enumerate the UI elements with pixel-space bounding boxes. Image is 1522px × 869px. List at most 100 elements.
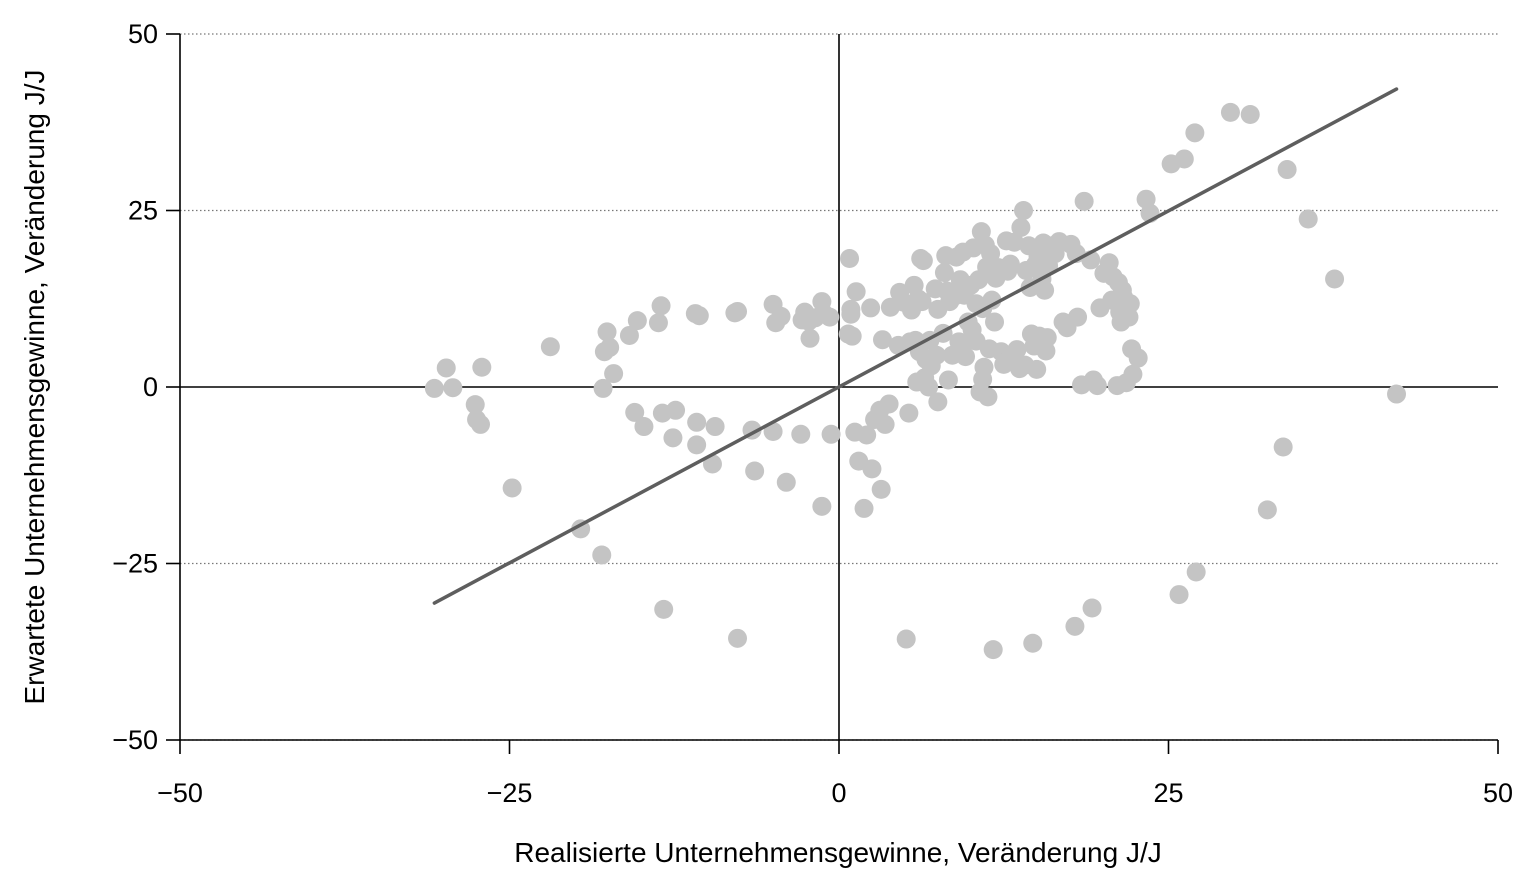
data-point bbox=[687, 435, 707, 455]
data-point bbox=[1298, 209, 1318, 229]
data-point bbox=[927, 345, 947, 365]
data-point bbox=[1065, 616, 1085, 636]
data-point bbox=[600, 337, 620, 357]
data-point bbox=[800, 328, 820, 348]
data-point bbox=[820, 307, 840, 327]
data-point bbox=[854, 498, 874, 518]
data-point bbox=[862, 459, 882, 479]
x-tick-labels: −50 −25 0 25 50 bbox=[157, 778, 1513, 808]
data-point bbox=[424, 378, 444, 398]
data-point bbox=[1186, 562, 1206, 582]
data-point bbox=[1023, 633, 1043, 653]
data-point bbox=[1174, 149, 1194, 169]
data-point bbox=[625, 402, 645, 422]
x-tick-label: 0 bbox=[831, 778, 846, 808]
data-point bbox=[899, 403, 919, 423]
data-point bbox=[502, 478, 522, 498]
data-point bbox=[597, 322, 617, 342]
data-point bbox=[928, 392, 948, 412]
data-point bbox=[592, 545, 612, 565]
y-axis-label: Erwartete Unternehmensgewinne, Veränderu… bbox=[19, 69, 50, 704]
data-point bbox=[985, 312, 1005, 332]
data-point bbox=[1185, 123, 1205, 143]
data-point bbox=[1273, 437, 1293, 457]
data-point bbox=[1011, 217, 1031, 237]
x-tick-label: −25 bbox=[487, 778, 533, 808]
data-point bbox=[593, 378, 613, 398]
data-point bbox=[443, 378, 463, 398]
fit-line bbox=[432, 87, 1399, 605]
y-tick-label: 50 bbox=[128, 19, 158, 49]
data-point bbox=[663, 428, 683, 448]
data-point bbox=[471, 414, 491, 434]
data-point bbox=[974, 357, 994, 377]
data-points bbox=[424, 102, 1407, 660]
data-point bbox=[1068, 307, 1088, 327]
y-tick-label: −25 bbox=[112, 549, 158, 579]
axes bbox=[166, 33, 1499, 754]
data-point bbox=[1120, 294, 1140, 314]
data-point bbox=[465, 395, 485, 415]
data-point bbox=[1014, 201, 1034, 220]
data-point bbox=[812, 496, 832, 516]
fit-line-group bbox=[432, 87, 1399, 605]
x-tick-label: 50 bbox=[1483, 778, 1513, 808]
data-point bbox=[913, 251, 933, 271]
data-point bbox=[776, 472, 796, 492]
y-tick-label: 0 bbox=[143, 372, 158, 402]
data-point bbox=[956, 347, 976, 367]
data-point bbox=[1007, 340, 1027, 360]
data-point bbox=[1277, 160, 1297, 180]
data-point bbox=[821, 424, 841, 444]
data-point bbox=[1000, 254, 1020, 274]
data-point bbox=[1240, 104, 1260, 124]
data-point bbox=[1027, 359, 1047, 379]
data-point bbox=[604, 364, 624, 384]
data-point bbox=[634, 417, 654, 437]
data-point bbox=[687, 412, 707, 432]
data-point bbox=[1087, 376, 1107, 396]
data-point bbox=[745, 461, 765, 481]
data-point bbox=[912, 292, 932, 312]
data-point bbox=[875, 414, 895, 434]
data-point bbox=[1387, 384, 1407, 404]
data-point bbox=[728, 628, 748, 648]
data-point bbox=[791, 424, 811, 444]
data-point bbox=[627, 311, 647, 331]
data-point bbox=[771, 306, 791, 326]
data-point bbox=[651, 296, 671, 316]
data-point bbox=[872, 330, 892, 350]
data-point bbox=[841, 299, 861, 319]
data-point bbox=[436, 358, 456, 378]
data-point bbox=[1037, 328, 1057, 348]
data-point bbox=[1169, 585, 1189, 605]
data-point bbox=[934, 263, 954, 283]
data-point bbox=[981, 244, 1001, 264]
data-point bbox=[1123, 364, 1143, 384]
y-tick-label: −50 bbox=[112, 725, 158, 755]
data-point bbox=[1082, 598, 1102, 618]
x-tick-label: −50 bbox=[157, 778, 203, 808]
data-point bbox=[1128, 348, 1148, 368]
data-point bbox=[1035, 280, 1055, 300]
y-tick-labels: −50 −25 0 25 50 bbox=[112, 19, 158, 755]
data-point bbox=[619, 325, 639, 345]
data-point bbox=[879, 394, 899, 414]
x-tick-label: 25 bbox=[1153, 778, 1183, 808]
data-point bbox=[728, 301, 748, 321]
data-point bbox=[857, 425, 877, 445]
data-point bbox=[938, 370, 958, 390]
y-tick-label: 25 bbox=[128, 196, 158, 226]
data-point bbox=[871, 479, 891, 499]
data-point bbox=[763, 421, 783, 441]
data-point bbox=[1325, 269, 1345, 289]
data-point bbox=[1220, 102, 1240, 122]
data-point bbox=[982, 290, 1002, 310]
data-point bbox=[702, 454, 722, 474]
data-point bbox=[846, 282, 866, 302]
data-point bbox=[666, 400, 686, 420]
data-point bbox=[919, 377, 939, 397]
data-point bbox=[840, 249, 860, 269]
data-point bbox=[896, 629, 916, 649]
